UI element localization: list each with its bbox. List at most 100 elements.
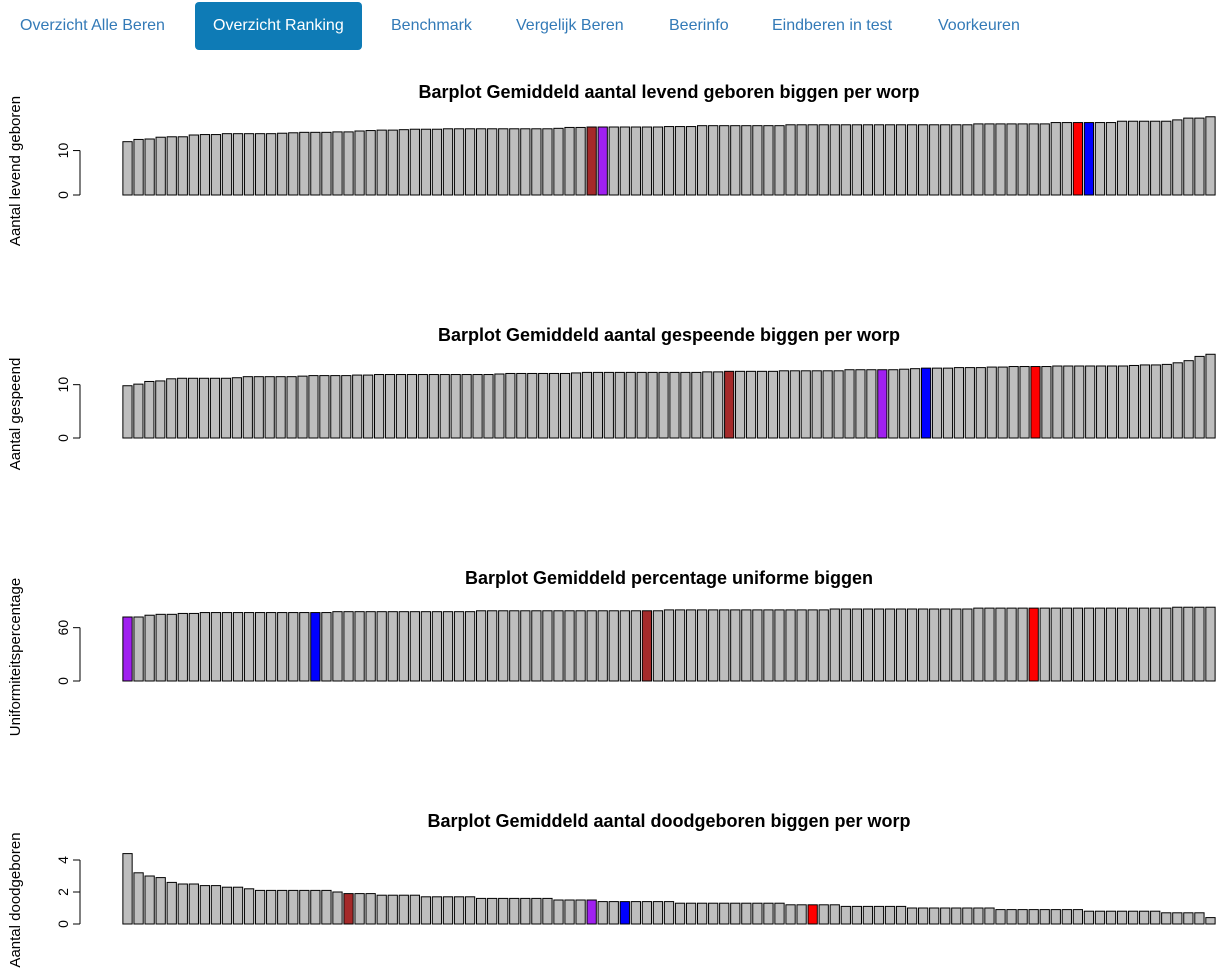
bar [387, 894, 398, 925]
bar [1139, 910, 1150, 925]
bar [984, 123, 995, 196]
bar [851, 608, 862, 682]
bar [866, 369, 877, 439]
bar [450, 374, 461, 439]
bar [363, 374, 374, 439]
bar [509, 610, 520, 682]
bar [953, 367, 965, 439]
bar [811, 370, 822, 439]
tab-voorkeuren[interactable]: Voorkeuren [938, 17, 1020, 34]
bar [1139, 607, 1150, 682]
bar [663, 901, 675, 925]
bar [476, 128, 487, 196]
tab-benchmark[interactable]: Benchmark [391, 17, 472, 34]
bar [862, 905, 874, 925]
bar [1150, 120, 1161, 196]
tab-overzicht-alle-beren[interactable]: Overzicht Alle Beren [20, 17, 165, 34]
bar [520, 897, 531, 925]
bar [1127, 910, 1139, 925]
bar [685, 609, 697, 682]
bar [520, 610, 531, 682]
y-tick-label: 0 [55, 191, 71, 199]
bar [133, 872, 144, 925]
bar [144, 614, 155, 682]
bar [406, 374, 418, 439]
bar [570, 372, 582, 439]
bar [498, 128, 509, 196]
bar [630, 126, 641, 196]
bar [464, 128, 476, 196]
bar [166, 378, 177, 439]
bar [899, 368, 910, 439]
bar [973, 907, 984, 925]
bar [873, 124, 885, 196]
bar [442, 128, 454, 196]
bar [498, 897, 509, 925]
bar [133, 138, 144, 196]
bar [674, 902, 686, 925]
bar [387, 129, 398, 196]
bar [321, 612, 332, 682]
bar [1161, 120, 1172, 196]
bar [1063, 365, 1074, 439]
bar [818, 904, 829, 925]
bar [1194, 117, 1205, 196]
bar [199, 612, 211, 682]
bar [719, 902, 730, 925]
bar [818, 124, 829, 196]
bar [641, 901, 653, 925]
bar [209, 377, 221, 439]
bar [884, 905, 896, 925]
bar [1094, 607, 1106, 682]
tab-eindberen-in-test[interactable]: Eindberen in test [772, 17, 893, 34]
bar [986, 366, 997, 439]
bar [286, 376, 297, 439]
bar [133, 383, 144, 439]
bar [918, 608, 929, 682]
bar [538, 372, 549, 439]
bar [1008, 366, 1019, 439]
bar [1039, 123, 1050, 196]
bar [697, 902, 708, 925]
tab-overzicht-ranking[interactable]: Overzicht Ranking [195, 2, 362, 50]
bar [198, 377, 210, 439]
bar-highlighted [1030, 366, 1041, 439]
bar [719, 609, 730, 682]
barplot-area: Barplot Gemiddeld aantal levend geboren … [7, 82, 1216, 968]
bar [735, 370, 746, 439]
bar [851, 124, 862, 196]
bar [719, 125, 730, 196]
bar [542, 610, 553, 682]
bar [498, 610, 509, 682]
bar [697, 609, 708, 682]
bar [288, 132, 299, 196]
bar-highlighted [641, 610, 653, 682]
bar [199, 134, 211, 196]
bar [483, 374, 494, 439]
bar [1072, 909, 1084, 925]
bar [297, 375, 308, 439]
bar [822, 370, 833, 439]
bar [929, 608, 940, 682]
bar [232, 612, 244, 682]
bar [774, 609, 785, 682]
bar [685, 902, 697, 925]
bar [420, 128, 432, 196]
bar [951, 907, 962, 925]
bar [275, 376, 286, 439]
bar [220, 377, 232, 439]
bar [581, 371, 593, 439]
bar [763, 125, 774, 196]
bar [461, 374, 472, 439]
tab-beerinfo[interactable]: Beerinfo [669, 17, 729, 34]
bar [310, 889, 321, 925]
bar [553, 127, 564, 196]
bar [439, 374, 450, 439]
bar [796, 904, 807, 925]
bar [763, 902, 774, 925]
tab-vergelijk-beren[interactable]: Vergelijk Beren [516, 17, 624, 34]
bar [188, 612, 199, 682]
bar [840, 124, 851, 196]
bar [420, 896, 432, 925]
bar [242, 376, 253, 439]
